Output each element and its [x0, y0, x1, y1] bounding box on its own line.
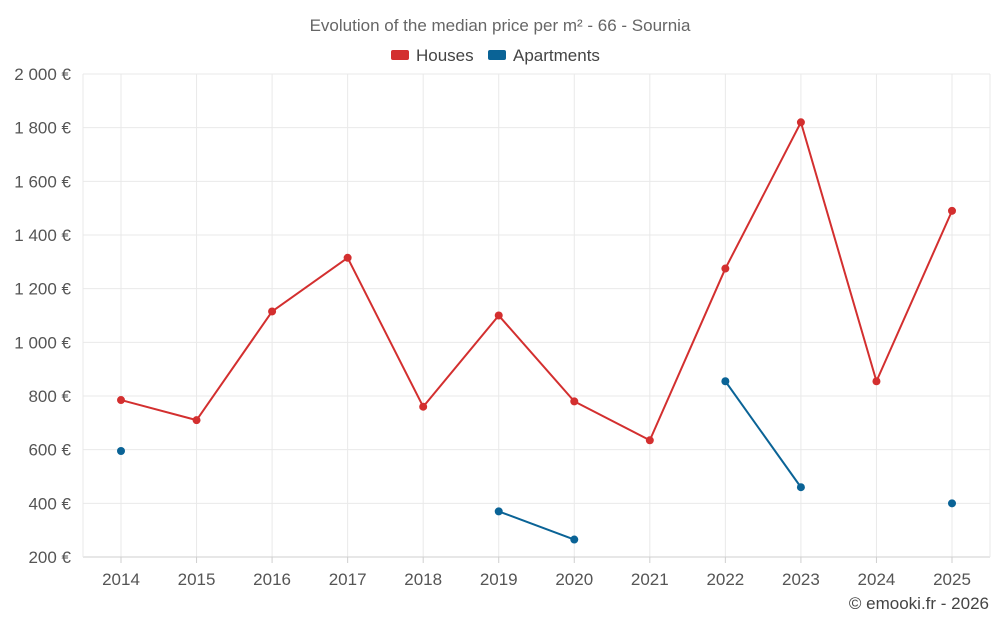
credit-text: © emooki.fr - 2026 — [849, 594, 989, 613]
data-point-apartments[interactable] — [494, 507, 503, 516]
data-point-houses[interactable] — [494, 311, 503, 320]
legend-label-apartments: Apartments — [513, 46, 600, 65]
y-tick-label: 1 400 € — [14, 226, 71, 245]
y-tick-label: 2 000 € — [14, 65, 71, 84]
y-tick-label: 600 € — [28, 441, 71, 460]
x-tick-label: 2016 — [253, 570, 291, 589]
x-tick-label: 2014 — [102, 570, 140, 589]
series-line-apartments — [498, 510, 575, 541]
y-tick-label: 200 € — [28, 548, 71, 567]
legend-label-houses: Houses — [416, 46, 474, 65]
x-tick-label: 2017 — [329, 570, 367, 589]
x-tick-label: 2023 — [782, 570, 820, 589]
data-point-houses[interactable] — [268, 307, 277, 316]
x-tick-label: 2019 — [480, 570, 518, 589]
data-point-apartments[interactable] — [570, 535, 579, 544]
data-point-apartments[interactable] — [948, 499, 956, 508]
x-tick-label: 2025 — [933, 570, 971, 589]
legend-swatch-apartments — [488, 50, 506, 60]
series-line-houses — [120, 121, 953, 442]
y-tick-label: 1 200 € — [14, 280, 71, 299]
x-tick-label: 2024 — [858, 570, 896, 589]
x-tick-label: 2018 — [404, 570, 442, 589]
legend-swatch-houses — [391, 50, 409, 60]
data-point-houses[interactable] — [645, 436, 654, 445]
data-point-houses[interactable] — [419, 402, 428, 411]
legend: Houses Apartments — [391, 46, 600, 65]
legend-item-houses[interactable]: Houses — [391, 46, 474, 65]
legend-item-apartments[interactable]: Apartments — [488, 46, 600, 65]
y-tick-label: 400 € — [28, 494, 71, 513]
series-apartments — [117, 377, 956, 544]
y-tick-label: 1 600 € — [14, 172, 71, 191]
data-point-houses[interactable] — [948, 206, 956, 215]
data-point-houses[interactable] — [117, 396, 125, 405]
x-tick-label: 2015 — [178, 570, 216, 589]
data-point-houses[interactable] — [796, 118, 805, 127]
data-point-houses[interactable] — [192, 416, 201, 425]
data-point-houses[interactable] — [872, 377, 881, 386]
x-tick-label: 2021 — [631, 570, 669, 589]
data-point-houses[interactable] — [570, 397, 579, 406]
data-point-houses[interactable] — [343, 253, 352, 262]
series-line-apartments — [724, 380, 802, 488]
data-point-apartments[interactable] — [796, 483, 805, 492]
y-tick-label: 1 000 € — [14, 333, 71, 352]
data-point-houses[interactable] — [721, 264, 730, 273]
x-tick-label: 2020 — [555, 570, 593, 589]
x-tick-label: 2022 — [706, 570, 744, 589]
series-houses — [117, 118, 956, 445]
y-tick-label: 800 € — [28, 387, 71, 406]
chart-title: Evolution of the median price per m² - 6… — [310, 16, 691, 35]
data-point-apartments[interactable] — [721, 377, 730, 386]
data-point-apartments[interactable] — [117, 447, 125, 456]
y-tick-label: 1 800 € — [14, 119, 71, 138]
